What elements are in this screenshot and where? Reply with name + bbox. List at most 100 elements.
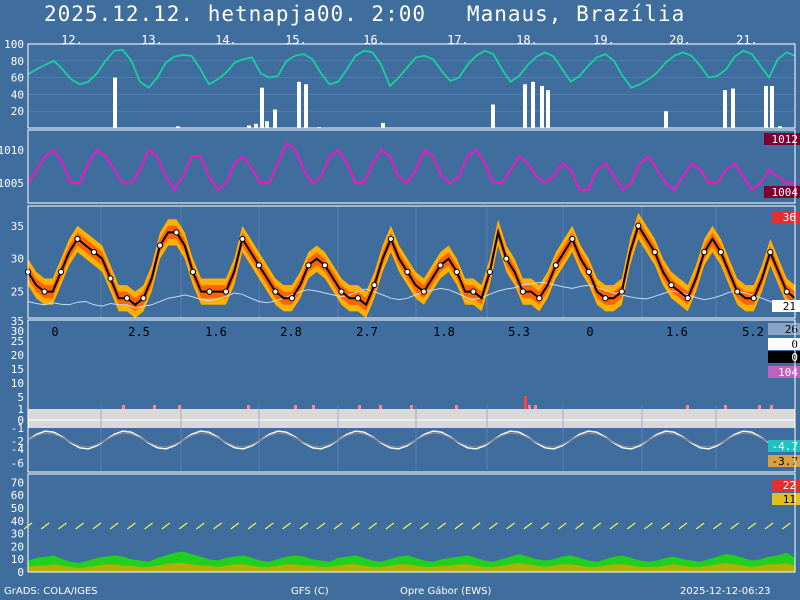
badge-bg — [772, 493, 800, 505]
precip-tick-bar — [312, 405, 315, 409]
wind-arrow — [40, 522, 50, 530]
temperature-point — [602, 295, 609, 302]
wind-arrow — [454, 522, 464, 530]
wind-arrow — [678, 522, 688, 530]
wind-arrow — [489, 522, 498, 530]
y-tick-label: 30 — [11, 253, 24, 266]
badge-bg — [768, 455, 800, 467]
temperature-point — [750, 295, 757, 302]
wind-arrow — [385, 522, 395, 530]
day-label: 12. — [61, 33, 83, 47]
wind-arrow — [420, 522, 429, 530]
badge-bg — [772, 300, 800, 312]
wind-arrow — [316, 522, 326, 530]
y-tick-label: -6 — [11, 457, 24, 470]
daily-precip-total: 2.7 — [356, 325, 378, 339]
badge-bg — [772, 211, 800, 223]
wind-arrow — [523, 522, 533, 530]
precip-bar — [265, 121, 269, 128]
temperature-point — [701, 249, 708, 256]
y-tick-label: 5 — [17, 391, 24, 404]
day-label: 17. — [447, 33, 469, 47]
y-tick-label: 0 — [17, 414, 24, 427]
y-tick-label: 10 — [11, 553, 24, 566]
badge-bg — [764, 186, 800, 198]
daily-precip-total: 0 — [586, 325, 593, 339]
precip-bar — [254, 123, 258, 128]
precip-tick-bar — [294, 405, 297, 409]
footer-model: GFS (C) — [291, 586, 329, 597]
wind-arrow — [713, 522, 722, 530]
precip-tick-bar — [122, 405, 125, 409]
precip-bar — [731, 88, 735, 128]
wind-arrow — [747, 522, 757, 530]
y-tick-label: 20 — [11, 540, 24, 553]
temperature-point — [123, 295, 131, 302]
precip-bar — [297, 81, 301, 128]
y-tick-label: 60 — [11, 489, 24, 502]
wind-arrow — [264, 522, 274, 530]
wind-arrow — [661, 522, 671, 530]
anomaly-line-b — [27, 432, 796, 448]
daily-precip-total: 1.6 — [205, 325, 227, 339]
y-tick-label: 1010 — [0, 144, 24, 157]
y-tick-label: 30 — [11, 528, 24, 541]
dewpoint-line — [27, 281, 796, 309]
daily-precip-total: 1.6 — [666, 325, 688, 339]
wind-arrow — [506, 522, 515, 530]
temperature-point — [90, 249, 98, 256]
pressure-max-badge: 1012 — [772, 133, 799, 146]
wind-arrow — [58, 522, 67, 530]
wind-arrow — [402, 522, 412, 530]
badge-bg — [768, 366, 800, 378]
daily-precip-total: 0 — [51, 325, 58, 339]
temp-max-badge: 36 — [783, 211, 796, 224]
temperature-point — [371, 281, 378, 289]
y-tick-label: -2 — [11, 435, 24, 448]
precip-bar — [664, 111, 668, 128]
wind-arrow — [540, 522, 550, 530]
precip-badge-d: 104 — [778, 366, 798, 379]
wind-arrow — [575, 522, 584, 530]
wind-arrow — [109, 522, 119, 530]
temperature-point — [255, 262, 263, 269]
daily-precip-total: 5.3 — [508, 325, 530, 339]
y-tick-label: 50 — [11, 502, 24, 515]
precip-badge-e: -4.7 — [772, 440, 799, 453]
wind-arrow — [351, 522, 360, 530]
precip-bar — [770, 86, 774, 128]
precip-tick-bar — [524, 396, 527, 409]
temperature-point — [486, 268, 493, 275]
temperature-point — [338, 288, 345, 295]
pressure-min-badge: 1004 — [772, 186, 799, 199]
precip-badge-f: -3.7 — [772, 455, 799, 468]
temperature-point — [354, 295, 361, 302]
temperature-point — [239, 235, 246, 243]
wind-arrow — [195, 522, 205, 530]
temperature-point — [272, 288, 279, 295]
precip-tick-bar — [758, 405, 761, 409]
day-label: 13. — [141, 33, 163, 47]
wind-arrow — [299, 522, 309, 530]
wind-arrow — [644, 522, 653, 530]
temperature-point — [717, 249, 724, 256]
temperature-point — [684, 295, 691, 302]
anomaly-band — [28, 409, 795, 428]
wind-max-badge: 22 — [783, 479, 796, 492]
wind-arrow — [333, 522, 343, 530]
temperature-line — [27, 223, 796, 307]
y-tick-label: 70 — [11, 476, 24, 489]
temperature-point — [222, 288, 230, 295]
temperature-point — [519, 288, 526, 295]
wind-arrow — [92, 522, 102, 530]
temperature-point — [189, 268, 197, 275]
y-tick-label: 40 — [11, 515, 24, 528]
temperature-point — [536, 295, 543, 302]
temperature-point — [783, 288, 790, 295]
y-tick-label: 35 — [11, 315, 24, 328]
y-tick-label: 1005 — [0, 177, 24, 190]
precip-bar — [491, 104, 495, 128]
daily-precip-total: 2.5 — [128, 325, 150, 339]
temperature-point — [387, 235, 394, 243]
